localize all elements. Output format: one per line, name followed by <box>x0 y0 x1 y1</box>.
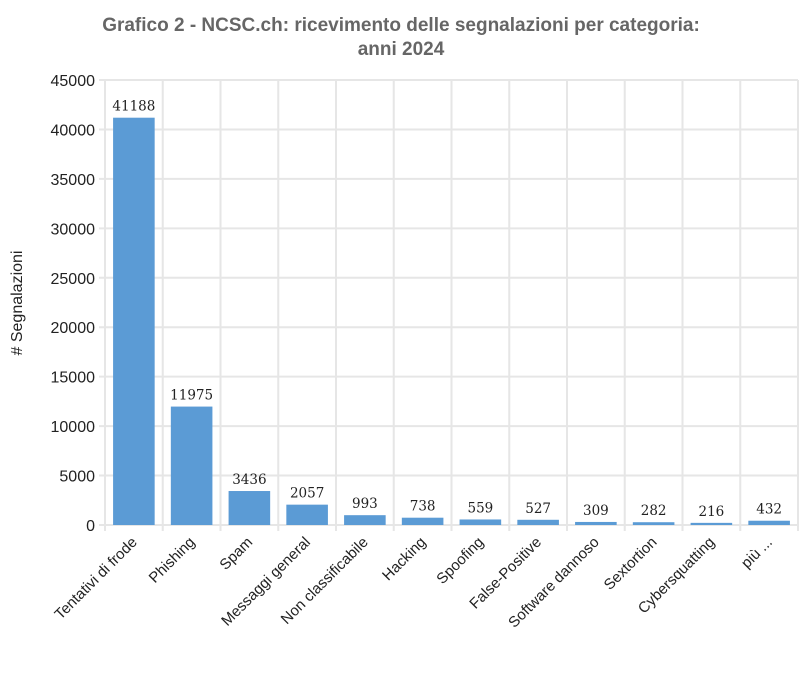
y-tick-label: 25000 <box>51 271 96 288</box>
bar <box>632 522 675 525</box>
bar <box>401 517 444 525</box>
data-label: 309 <box>583 503 609 519</box>
y-axis-label: # Segnalazioni <box>9 251 26 356</box>
data-label: 993 <box>352 496 378 512</box>
bar <box>170 406 213 525</box>
y-tick-label: 40000 <box>51 122 96 139</box>
axes: 0 5000 10000 15000 20000 25000 30000 35000 40000… <box>51 73 776 631</box>
x-tick-label: Phishing <box>146 534 199 587</box>
x-tick-label: Hacking <box>379 534 429 584</box>
bar <box>113 117 155 525</box>
x-tick-label: Spoofing <box>433 534 487 588</box>
bar <box>344 515 386 525</box>
data-label: 527 <box>525 501 551 517</box>
y-tick-label: 35000 <box>51 172 96 189</box>
bar <box>517 519 559 525</box>
value-labels: 41188 11975 3436 2057 993 738 559 527 309 282 216 4… <box>112 99 782 520</box>
data-label: 3436 <box>232 472 266 488</box>
bar <box>575 521 617 525</box>
data-label: 282 <box>641 503 667 519</box>
y-tick-label: 10000 <box>51 419 96 436</box>
grid-lines <box>99 79 799 531</box>
data-label: 559 <box>467 500 493 516</box>
bar <box>748 520 790 525</box>
x-tick-label: Sextortion <box>601 534 661 594</box>
y-tick-label: 30000 <box>51 221 96 238</box>
bar <box>690 522 733 525</box>
bar <box>286 504 328 525</box>
bars <box>113 117 790 525</box>
y-tick-label: 20000 <box>51 320 96 337</box>
data-label: 11975 <box>170 388 213 404</box>
chart-title-line-2: anni 2024 <box>357 39 445 60</box>
x-tick-label: Tentativi di frode <box>51 534 140 623</box>
y-tick-label: 0 <box>86 518 95 535</box>
data-label: 738 <box>410 499 436 515</box>
y-tick-label: 45000 <box>51 73 96 90</box>
data-label: 432 <box>756 502 782 518</box>
x-tick-label: Spam <box>216 534 256 574</box>
y-tick-label: 5000 <box>59 469 95 486</box>
bar <box>228 491 271 525</box>
chart-title: Grafico 2 - NCSC.ch: ricevimento delle s… <box>0 14 802 62</box>
data-label: 2057 <box>290 486 324 502</box>
y-tick-label: 15000 <box>51 370 96 387</box>
x-tick-label: più ... <box>738 534 776 572</box>
chart-title-line-1: Grafico 2 - NCSC.ch: ricevimento delle s… <box>102 15 700 36</box>
data-label: 41188 <box>112 99 155 115</box>
data-label: 216 <box>698 504 724 520</box>
bar <box>459 519 502 525</box>
